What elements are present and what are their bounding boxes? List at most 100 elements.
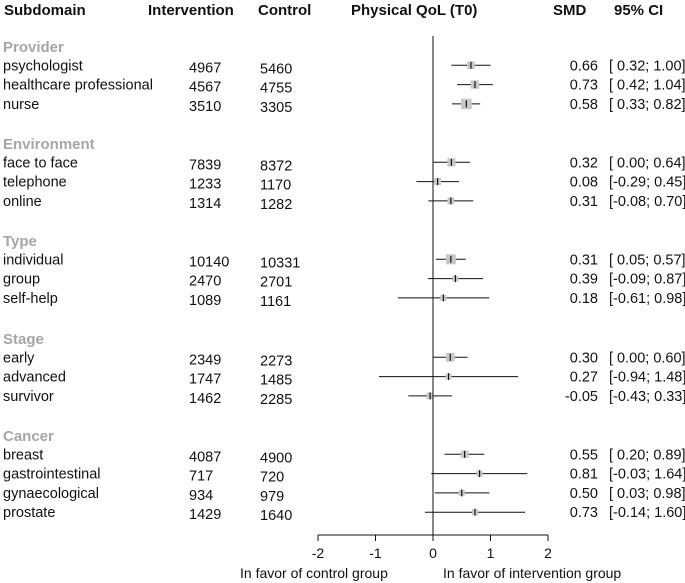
ci-text: [ 0.33; 0.82] [609, 97, 685, 113]
ci-text: [-0.29; 0.45] [609, 175, 685, 191]
smd-value: 0.66 [570, 58, 598, 74]
header-plot-title: Physical QoL (T0) [351, 2, 477, 19]
intervention-n: 717 [189, 469, 213, 485]
control-n: 2701 [260, 275, 292, 291]
intervention-n: 2349 [189, 352, 221, 368]
ci-text: [ 0.32; 1.00] [609, 58, 685, 74]
smd-value: 0.31 [570, 194, 598, 210]
smd-value: 0.81 [570, 467, 598, 483]
smd-value: 0.08 [570, 175, 598, 191]
ci-text: [ 0.05; 0.57] [609, 252, 685, 268]
row-label: breast [3, 447, 43, 463]
x-tick-label: 1 [487, 545, 495, 561]
ci-text: [-0.94; 1.48] [609, 370, 685, 386]
row-label: nurse [3, 97, 39, 113]
smd-value: 0.39 [570, 272, 598, 288]
header-smd: SMD [553, 2, 587, 19]
intervention-n: 4087 [189, 449, 221, 465]
x-label-left: In favor of control group [240, 565, 388, 581]
row-label: gynaecological [3, 486, 99, 502]
intervention-n: 7839 [189, 157, 221, 173]
ci-text: [-0.43; 0.33] [609, 389, 685, 405]
row-label: gastrointestinal [3, 467, 101, 483]
intervention-n: 1429 [189, 507, 221, 523]
forest-rows: Provider psychologist 4967 5460 0.66 [ 0.32; … [3, 39, 685, 524]
control-n: 2273 [260, 353, 292, 369]
header-subdomain: Subdomain [4, 2, 86, 19]
header-intervention: Intervention [148, 2, 234, 19]
row-label: survivor [3, 389, 54, 405]
intervention-n: 10140 [189, 254, 229, 270]
smd-value: 0.32 [570, 155, 598, 171]
row-label: telephone [3, 175, 67, 191]
ci-text: [ 0.00; 0.60] [609, 350, 685, 366]
ci-text: [ 0.20; 0.89] [609, 447, 685, 463]
ci-text: [-0.14; 1.60] [609, 505, 685, 521]
row-label: advanced [3, 370, 66, 386]
intervention-n: 2470 [189, 274, 221, 290]
row-label: self-help [3, 291, 58, 307]
control-n: 4900 [260, 450, 292, 466]
smd-value: 0.73 [570, 78, 598, 94]
smd-value: 0.55 [570, 447, 598, 463]
smd-value: 0.30 [570, 350, 598, 366]
smd-value: 0.18 [570, 291, 598, 307]
control-n: 1485 [260, 373, 292, 389]
intervention-n: 1747 [189, 372, 221, 388]
ci-text: [ 0.00; 0.64] [609, 155, 685, 171]
x-label-right: In favor of intervention group [443, 565, 621, 581]
control-n: 1170 [260, 178, 291, 194]
control-n: 1640 [260, 508, 292, 524]
ci-text: [-0.03; 1.64] [609, 467, 685, 483]
group-header: Cancer [3, 428, 54, 445]
row-label: early [3, 350, 35, 366]
smd-value: 0.58 [570, 97, 598, 113]
ci-text: [-0.61; 0.98] [609, 291, 685, 307]
row-label: group [3, 272, 40, 288]
smd-value: 0.73 [570, 505, 598, 521]
control-n: 5460 [260, 61, 292, 77]
control-n: 2285 [260, 392, 292, 408]
group-header: Type [3, 233, 37, 250]
smd-value: -0.05 [565, 389, 598, 405]
row-label: psychologist [3, 58, 83, 74]
intervention-n: 1233 [189, 177, 221, 193]
control-n: 10331 [260, 255, 300, 271]
x-tick-label: -1 [369, 545, 382, 561]
control-n: 3305 [260, 100, 292, 116]
row-label: online [3, 194, 42, 210]
ci-text: [-0.08; 0.70] [609, 194, 685, 210]
x-tick-label: -2 [312, 545, 325, 561]
control-n: 8372 [260, 158, 292, 174]
intervention-n: 1089 [189, 293, 221, 309]
control-n: 979 [260, 489, 284, 505]
intervention-n: 3510 [189, 99, 221, 115]
row-label: healthcare professional [3, 78, 153, 94]
ci-text: [-0.09; 0.87] [609, 272, 685, 288]
intervention-n: 934 [189, 488, 213, 504]
header-ci: 95% CI [614, 2, 663, 19]
row-label: face to face [3, 155, 78, 171]
intervention-n: 4967 [189, 60, 221, 76]
control-n: 720 [260, 470, 284, 486]
control-n: 1161 [260, 294, 291, 310]
intervention-n: 1462 [189, 391, 221, 407]
ci-text: [ 0.42; 1.04] [609, 78, 685, 94]
header-control: Control [258, 2, 311, 19]
row-label: prostate [3, 505, 55, 521]
group-header: Provider [3, 39, 64, 56]
group-header: Stage [3, 331, 44, 348]
intervention-n: 4567 [189, 80, 221, 96]
smd-value: 0.50 [570, 486, 598, 502]
x-tick-label: 0 [429, 545, 437, 561]
smd-value: 0.27 [570, 370, 598, 386]
ci-text: [ 0.03; 0.98] [609, 486, 685, 502]
group-header: Environment [3, 136, 95, 153]
row-label: individual [3, 252, 63, 268]
intervention-n: 1314 [189, 196, 221, 212]
control-n: 4755 [260, 81, 292, 97]
x-axis: -2 -1 0 1 2 In favor of control group In favor… [240, 36, 621, 581]
control-n: 1282 [260, 197, 292, 213]
